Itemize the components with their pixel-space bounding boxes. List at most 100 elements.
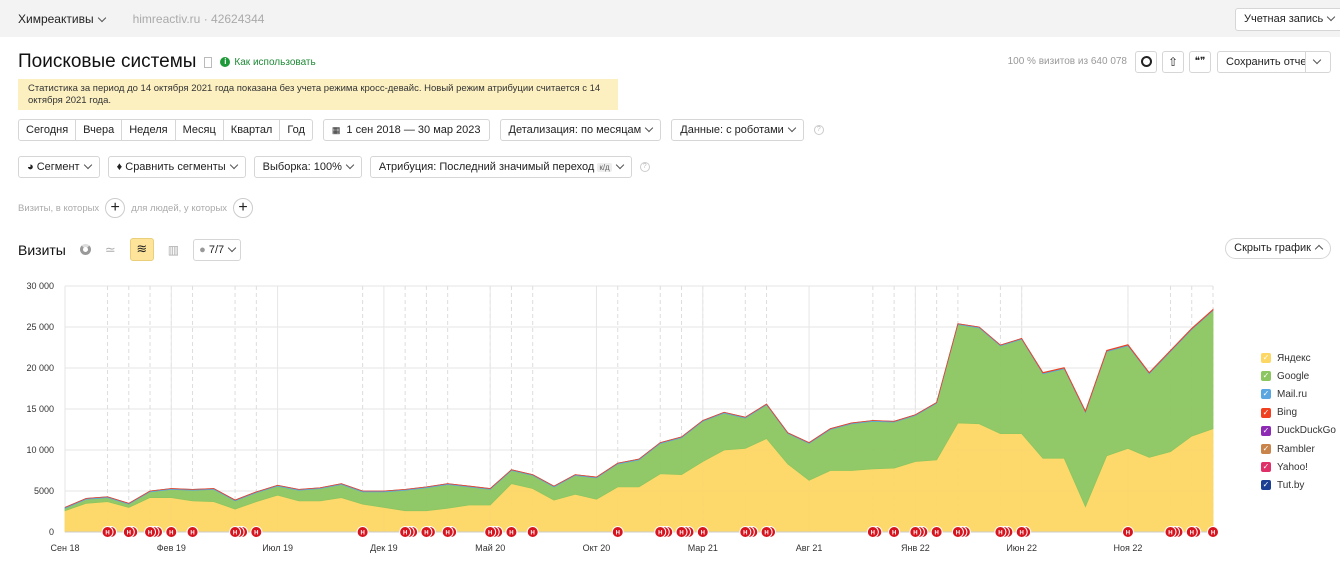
legend-item[interactable]: ✓ Yahoo! xyxy=(1261,458,1336,476)
chevron-down-icon xyxy=(615,160,624,170)
legend-item[interactable]: ✓ Google xyxy=(1261,367,1336,385)
chevron-down-icon xyxy=(229,160,238,170)
legend-item[interactable]: ✓ Mail.ru xyxy=(1261,385,1336,403)
annotation-marker-glyph: Н xyxy=(1190,531,1194,537)
account-button[interactable]: Учетная запись xyxy=(1235,8,1340,31)
checkbox-icon[interactable]: ✓ xyxy=(1261,371,1271,382)
save-report-label: Сохранить отчет xyxy=(1226,56,1312,68)
add-visit-condition-button[interactable]: + xyxy=(105,198,126,218)
compare-label: Сравнить сегменты xyxy=(125,161,226,173)
annotation-marker-glyph: Н xyxy=(701,531,705,537)
checkbox-icon[interactable]: ✓ xyxy=(1261,462,1271,473)
how-to-use-link[interactable]: i Как использовать xyxy=(220,57,316,68)
save-options-button[interactable] xyxy=(1305,51,1331,73)
annotation-marker xyxy=(186,526,199,538)
legend-item[interactable]: ✓ Bing xyxy=(1261,404,1336,422)
annotation-marker-glyph: Н xyxy=(233,531,237,537)
annotation-marker xyxy=(1121,526,1134,538)
line-chart-view-icon[interactable]: ≃ xyxy=(104,241,116,257)
y-tick-label: 10 000 xyxy=(26,445,54,455)
annotation-marker xyxy=(866,526,879,538)
date-range-label: 1 сен 2018 — 30 мар 2023 xyxy=(346,124,481,136)
compare-segments-button[interactable]: ♦ Сравнить сегменты xyxy=(107,156,246,178)
clock-icon xyxy=(1140,56,1152,67)
counter-selector[interactable]: Химреактивы xyxy=(18,12,106,26)
annotation-marker xyxy=(909,526,922,538)
chevron-down-icon xyxy=(787,123,797,133)
annotation-marker xyxy=(930,526,943,538)
annotation-marker xyxy=(165,526,178,538)
help-icon[interactable]: ? xyxy=(639,162,650,172)
sample-label: Выборка: 100% xyxy=(262,161,342,173)
checkbox-icon[interactable]: ✓ xyxy=(1261,407,1271,418)
people-condition-label: для людей, у которых xyxy=(131,202,228,214)
annotation-marker-glyph: Н xyxy=(956,531,960,537)
period-month[interactable]: Месяц xyxy=(176,120,224,140)
legend-label: Tut.by xyxy=(1277,479,1305,491)
checkbox-icon[interactable]: ✓ xyxy=(1261,353,1271,364)
visits-chart: 0 5000 10 000 15 000 20 000 25 000 30 000 Сен 1… xyxy=(26,281,1219,553)
date-range-picker[interactable]: ▦ 1 сен 2018 — 30 мар 2023 xyxy=(322,119,490,141)
annotation-marker-glyph: Н xyxy=(658,531,662,537)
history-button[interactable] xyxy=(1135,51,1157,73)
annotation-marker-glyph: Н xyxy=(934,531,938,537)
sample-dropdown[interactable]: Выборка: 100% xyxy=(253,156,362,178)
save-report-button[interactable]: Сохранить отчет xyxy=(1217,51,1311,73)
x-tick-label: Ноя 22 xyxy=(1114,543,1143,553)
chevron-down-icon xyxy=(645,123,654,133)
help-icon[interactable]: ? xyxy=(813,125,824,135)
compare-button[interactable]: ❝❞ xyxy=(1189,51,1211,73)
chevron-up-icon xyxy=(1314,244,1324,254)
checkbox-icon[interactable]: ✓ xyxy=(1261,389,1271,400)
checkbox-icon[interactable]: ✓ xyxy=(1261,444,1271,455)
period-yesterday[interactable]: Вчера xyxy=(76,120,123,140)
annotation-marker-glyph: Н xyxy=(169,531,173,537)
legend-label: Mail.ru xyxy=(1277,388,1308,400)
chart-legend: ✓ Яндекс ✓ Google ✓ Mail.ru ✓ Bing ✓ DuckDuckGo ✓ R… xyxy=(1261,349,1336,495)
period-quarter[interactable]: Квартал xyxy=(224,120,281,140)
annotation-marker-glyph: Н xyxy=(424,531,428,537)
hide-chart-button[interactable]: Скрыть график xyxy=(1225,238,1331,259)
detail-dropdown[interactable]: Детализация: по месяцам xyxy=(499,119,662,141)
annotations-button[interactable]: ● 7/7 xyxy=(193,238,242,261)
bookmark-icon[interactable] xyxy=(204,56,213,68)
y-tick-label: 5000 xyxy=(34,486,54,496)
legend-item[interactable]: ✓ Яндекс xyxy=(1261,349,1336,367)
checkbox-icon[interactable]: ✓ xyxy=(1261,425,1271,436)
annotation-marker-glyph: Н xyxy=(254,531,258,537)
info-icon: i xyxy=(220,57,231,67)
annotation-marker xyxy=(250,526,263,538)
segment-button[interactable]: ◕ Сегмент xyxy=(18,156,100,178)
annotation-marker xyxy=(229,526,242,538)
stacked-area-view-icon[interactable]: ≋ xyxy=(129,238,154,261)
annotation-marker xyxy=(611,526,624,538)
period-year[interactable]: Год xyxy=(287,124,305,136)
visits-condition-label: Визиты, в которых xyxy=(18,202,100,214)
export-button[interactable]: ⇧ xyxy=(1162,51,1184,73)
annotation-marker-glyph: Н xyxy=(871,531,875,537)
annotation-marker xyxy=(484,526,497,538)
chart-metric-title: Визиты xyxy=(18,241,66,258)
period-week[interactable]: Неделя xyxy=(122,120,176,140)
checkbox-icon[interactable]: ✓ xyxy=(1261,480,1271,491)
bar-chart-view-icon[interactable]: ▥ xyxy=(167,242,180,257)
data-dropdown[interactable]: Данные: с роботами xyxy=(671,119,804,141)
legend-item[interactable]: ✓ DuckDuckGo xyxy=(1261,422,1336,440)
attribution-dropdown[interactable]: Атрибуция: Последний значимый переход к/… xyxy=(369,156,632,178)
annotation-marker xyxy=(951,526,964,538)
annotation-marker xyxy=(526,526,539,538)
notice-text: Статистика за период до 14 октября 2021 … xyxy=(28,83,601,106)
y-tick-label: 25 000 xyxy=(26,322,54,332)
add-people-condition-button[interactable]: + xyxy=(233,198,254,218)
annotation-marker-glyph: Н xyxy=(913,531,917,537)
period-today[interactable]: Сегодня xyxy=(19,120,77,140)
pie-chart-view-icon[interactable] xyxy=(79,244,91,255)
annotation-marker xyxy=(760,526,773,538)
annotation-marker-glyph: Н xyxy=(1168,531,1172,537)
top-bar: Химреактивы himreactiv.ru · 42624344 Уче… xyxy=(0,0,1340,37)
legend-item[interactable]: ✓ Tut.by xyxy=(1261,476,1336,494)
legend-item[interactable]: ✓ Rambler xyxy=(1261,440,1336,458)
period-presets: Сегодня Вчера Неделя Месяц Квартал Год xyxy=(18,119,313,141)
annotation-marker-glyph: Н xyxy=(127,531,131,537)
quote-icon: ❝❞ xyxy=(1194,56,1206,67)
